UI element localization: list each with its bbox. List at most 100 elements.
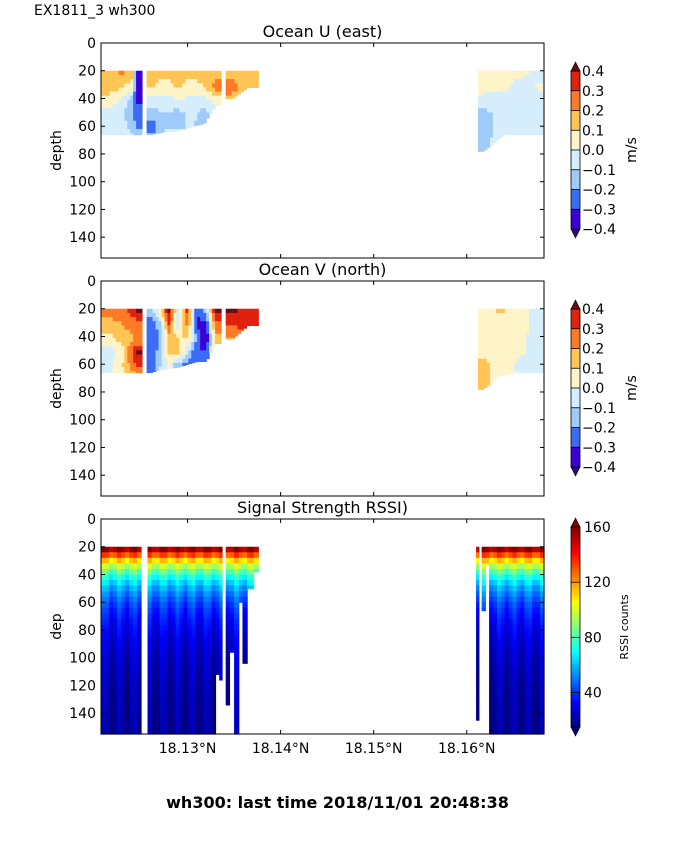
heatmap-cell <box>480 95 485 101</box>
heatmap-cell <box>536 624 541 631</box>
heatmap-cell <box>133 679 138 687</box>
heatmap-cell <box>486 99 491 105</box>
heatmap-cell <box>187 629 193 637</box>
heatmap-cell <box>229 552 235 559</box>
heatmap-cell <box>203 552 209 559</box>
heatmap-cell <box>101 124 105 130</box>
heatmap-cell <box>508 646 514 653</box>
heatmap-cell <box>536 652 541 659</box>
heatmap-cell <box>167 95 172 101</box>
heatmap-cell <box>489 379 494 383</box>
heatmap-cell <box>129 718 134 725</box>
heatmap-cell <box>194 79 198 84</box>
heatmap-cell <box>501 108 506 113</box>
heatmap-cell <box>489 552 494 559</box>
heatmap-cell <box>207 557 213 564</box>
heatmap-cell <box>146 79 151 84</box>
heatmap-cell <box>500 602 506 609</box>
heatmap-cell <box>528 129 533 134</box>
heatmap-cell <box>133 591 138 598</box>
heatmap-cell <box>115 91 120 97</box>
heatmap-cell <box>167 641 173 648</box>
heatmap-cell <box>504 624 510 631</box>
heatmap-cell <box>167 596 173 603</box>
heatmap-cell <box>167 613 173 620</box>
heatmap-cell <box>121 557 126 564</box>
heatmap-cell <box>234 663 240 670</box>
heatmap-cell <box>194 333 198 339</box>
heatmap-cell <box>498 99 503 105</box>
heatmap-cell <box>504 116 509 122</box>
heatmap-cell <box>163 607 169 614</box>
heatmap-cell <box>246 312 250 318</box>
heatmap-cell <box>510 120 515 126</box>
heatmap-cell <box>161 116 166 122</box>
heatmap-cell <box>492 379 497 381</box>
heatmap-cell <box>179 691 185 698</box>
heatmap-cell <box>127 91 131 97</box>
heatmap-cell <box>136 129 140 134</box>
heatmap-cell <box>179 713 185 720</box>
heatmap-cell <box>129 641 134 648</box>
colorbar-tick-label: 0.4 <box>582 64 604 80</box>
heatmap-cell <box>507 346 512 351</box>
heatmap-cell <box>129 568 134 576</box>
heatmap-cell <box>513 371 518 374</box>
heatmap-cell <box>522 133 527 136</box>
heatmap-cell <box>513 354 518 360</box>
heatmap-cell <box>103 342 108 347</box>
heatmap-cell <box>200 317 204 322</box>
heatmap-cell <box>212 337 216 343</box>
heatmap-cell <box>149 91 154 97</box>
heatmap-cell <box>171 729 177 735</box>
heatmap-cell <box>516 641 522 648</box>
heatmap-cell <box>512 718 518 725</box>
heatmap-cell <box>151 602 157 609</box>
heatmap-cell <box>480 317 485 322</box>
heatmap-cell <box>115 104 120 109</box>
heatmap-cell <box>504 646 510 653</box>
heatmap-cell <box>234 568 240 576</box>
heatmap-cell <box>136 124 140 130</box>
heatmap-cell <box>528 557 533 564</box>
heatmap-cell <box>199 729 205 735</box>
heatmap-cell <box>155 591 161 598</box>
heatmap-cell <box>127 83 131 88</box>
colorbar-tick-label: 40 <box>584 686 602 702</box>
heatmap-cell <box>130 120 134 126</box>
heatmap-cell <box>495 124 500 130</box>
heatmap-cell <box>480 346 485 351</box>
heatmap-cell <box>522 99 527 105</box>
heatmap-cell <box>175 691 181 698</box>
heatmap-cell <box>149 321 154 326</box>
heatmap-cell <box>537 325 542 331</box>
heatmap-cell <box>207 674 213 681</box>
heatmap-cell <box>536 557 541 564</box>
heatmap-cell <box>477 354 482 360</box>
heatmap-cell <box>537 129 542 134</box>
heatmap-cell <box>219 574 223 581</box>
heatmap-cell <box>498 333 503 339</box>
heatmap-cell <box>211 613 217 620</box>
heatmap-cell <box>504 713 510 720</box>
heatmap-cell <box>206 108 210 113</box>
heatmap-cell <box>498 83 503 88</box>
heatmap-cell <box>106 74 111 80</box>
heatmap-cell <box>155 596 161 603</box>
heatmap-cell <box>536 585 541 592</box>
heatmap-cell <box>485 552 490 559</box>
heatmap-cell <box>121 696 126 703</box>
heatmap-cell <box>125 674 130 681</box>
heatmap-cell <box>215 607 220 614</box>
heatmap-cell <box>537 74 542 80</box>
heatmap-cell <box>209 329 213 335</box>
heatmap-cell <box>489 116 494 122</box>
heatmap-cell <box>179 354 183 360</box>
heatmap-cell <box>115 308 120 314</box>
heatmap-cell <box>215 552 220 559</box>
heatmap-cell <box>182 91 186 97</box>
heatmap-cell <box>512 657 518 664</box>
heatmap-cell <box>234 83 239 88</box>
heatmap-cell <box>158 87 163 93</box>
heatmap-cell <box>489 585 494 592</box>
